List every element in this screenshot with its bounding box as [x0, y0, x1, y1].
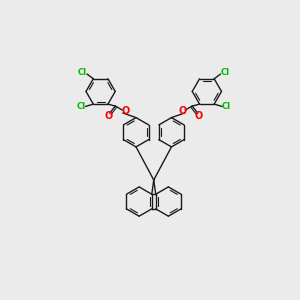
Text: O: O — [194, 111, 202, 121]
Text: Cl: Cl — [220, 68, 230, 77]
Text: O: O — [178, 106, 186, 116]
Text: O: O — [121, 106, 129, 116]
Text: Cl: Cl — [222, 102, 231, 111]
Text: Cl: Cl — [78, 68, 87, 77]
Text: Cl: Cl — [76, 102, 85, 111]
Text: O: O — [105, 111, 113, 121]
